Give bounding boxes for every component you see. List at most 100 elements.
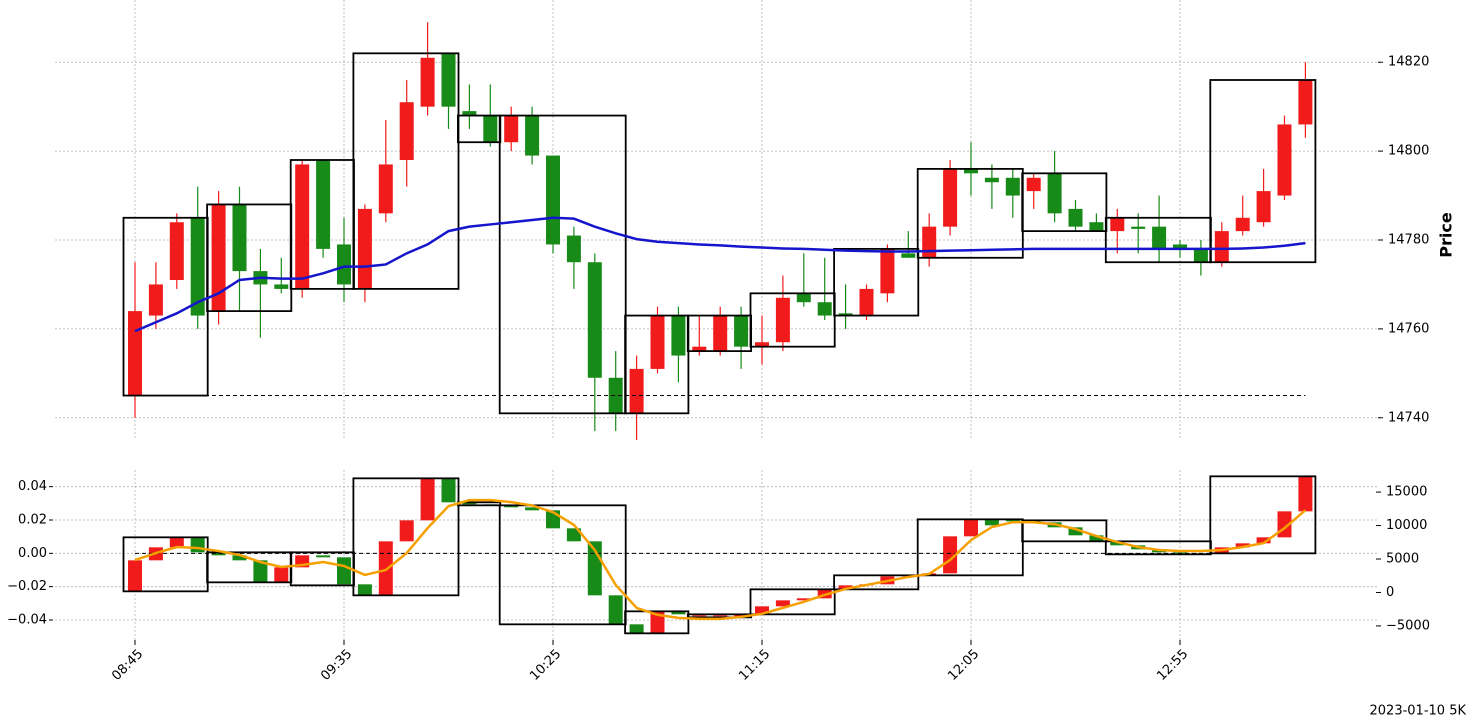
candle-body	[1047, 173, 1062, 214]
range-box	[1021, 519, 1108, 543]
candle-body	[922, 226, 937, 258]
candle-body	[838, 313, 853, 316]
candle-body	[211, 552, 226, 556]
candle-body	[1131, 226, 1146, 229]
candle-body	[587, 262, 602, 378]
y2-tick-label: 10000	[1386, 518, 1427, 533]
line	[134, 498, 1307, 621]
candle-body	[232, 204, 247, 272]
footer: 2023-01-10 5K	[1370, 704, 1467, 719]
candle-body	[1110, 217, 1125, 232]
candle-body	[671, 611, 686, 615]
candle-body	[755, 606, 769, 615]
range-box	[833, 574, 920, 591]
x-tick-label: 08:45	[109, 647, 146, 684]
range-box	[1209, 475, 1317, 555]
candle-body	[1005, 177, 1020, 196]
y-tick-label: −0.02	[7, 579, 47, 594]
candle-body	[295, 164, 310, 289]
candle-body	[441, 53, 456, 107]
candle-body	[274, 567, 289, 583]
y-tick-label: 14820	[1388, 55, 1429, 70]
candle-body	[128, 560, 142, 592]
candle-body	[378, 164, 393, 214]
x-tick-label: 12:55	[1154, 647, 1191, 684]
candle-body	[775, 297, 790, 343]
candle-body	[566, 235, 581, 263]
candle-body	[796, 598, 811, 601]
candle-body	[420, 57, 435, 107]
candle-body	[608, 377, 623, 414]
y-tick-label: 14740	[1388, 410, 1429, 425]
range-box	[749, 292, 836, 348]
range-box	[498, 114, 627, 415]
candle-body	[755, 342, 769, 347]
candle-body	[504, 505, 519, 508]
candle-body	[880, 248, 895, 294]
candle-body	[1256, 537, 1271, 544]
y-axis-label: Price	[1437, 212, 1456, 258]
candle-body	[483, 115, 498, 143]
candle-body	[1026, 177, 1041, 192]
x-tick-label: 09:35	[318, 647, 355, 684]
candle-body	[211, 204, 226, 312]
range-box	[916, 518, 1024, 577]
candle-body	[378, 541, 393, 596]
candle-body	[859, 288, 874, 316]
candle-body	[1214, 231, 1229, 263]
candle-body	[525, 115, 540, 156]
candle-body	[1068, 527, 1083, 536]
y-tick-label: 14780	[1388, 233, 1429, 248]
candle-body	[357, 208, 372, 289]
candle-body	[943, 536, 958, 574]
candle-body	[441, 478, 456, 503]
candle-body	[357, 584, 372, 596]
x-tick-label: 10:25	[527, 647, 564, 684]
range-box	[1209, 79, 1317, 264]
range-box	[833, 247, 920, 317]
candle-body	[316, 160, 331, 249]
candle-body	[399, 520, 414, 542]
candle-body	[1193, 248, 1208, 263]
candle-body	[775, 600, 790, 607]
candle-body	[462, 502, 477, 505]
candle-body	[148, 284, 163, 316]
candle-body	[734, 315, 749, 347]
candle-body	[1005, 519, 1020, 522]
y-tick-label: 0.02	[18, 513, 47, 528]
candle-body	[692, 615, 707, 617]
x-tick-label: 11:15	[736, 647, 773, 684]
candle-body	[964, 168, 978, 174]
candle-body	[629, 624, 644, 634]
candle-body	[232, 555, 247, 561]
y-tick-label: 14800	[1388, 144, 1429, 159]
candle-body	[671, 315, 686, 356]
candle-body	[169, 222, 184, 280]
range-box	[749, 588, 836, 616]
candle-body	[984, 519, 999, 526]
candle-body	[566, 528, 581, 542]
candle-body	[1089, 535, 1104, 542]
line	[134, 216, 1306, 333]
candle-body	[817, 302, 832, 316]
candle-body	[608, 595, 623, 625]
range-box	[624, 610, 690, 635]
candle-body	[420, 478, 435, 521]
y-tick-label: 0.04	[18, 479, 47, 494]
candle-body	[190, 537, 205, 553]
candle-body	[1089, 222, 1104, 232]
candle-body	[1298, 80, 1313, 125]
candle-body	[504, 115, 519, 143]
candle-body	[629, 368, 644, 414]
range-box	[624, 314, 690, 415]
candle-body	[337, 244, 351, 285]
candle-body	[964, 519, 978, 537]
y2-tick-label: 15000	[1386, 485, 1427, 500]
candle-body	[253, 560, 268, 583]
candle-body	[190, 217, 205, 316]
candle-body	[1235, 543, 1250, 548]
candle-body	[901, 253, 916, 258]
candle-body	[274, 284, 289, 289]
candle-body	[128, 311, 142, 396]
candle-body	[650, 315, 665, 369]
